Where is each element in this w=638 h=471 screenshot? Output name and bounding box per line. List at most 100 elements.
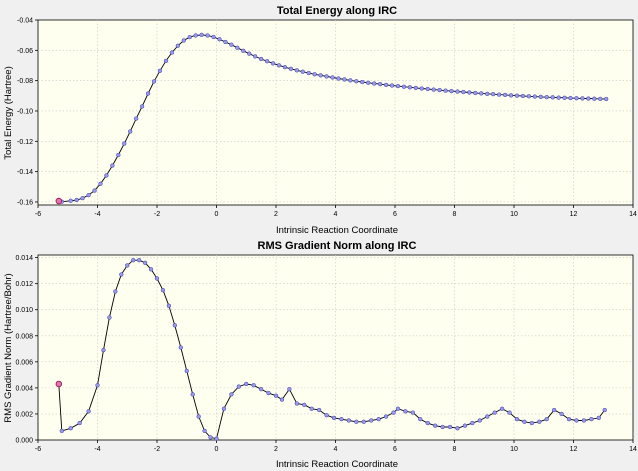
gradient-data-point (470, 420, 475, 426)
energy-data-point (550, 95, 555, 100)
energy-data-point (342, 77, 347, 82)
energy-x-tick-label: 10 (510, 211, 518, 218)
energy-y-tick-label: -0.10 (17, 108, 33, 115)
gradient-x-tick-label: 10 (510, 446, 518, 453)
gradient-data-point (166, 303, 172, 308)
gradient-data-point (418, 417, 423, 422)
gradient-y-tick-label: 0.000 (15, 438, 33, 445)
energy-x-axis-label: Intrinsic Reaction Coordinate (276, 225, 398, 236)
energy-data-point (98, 181, 103, 186)
gradient-data-point (95, 383, 100, 388)
gradient-data-point (160, 288, 166, 293)
energy-y-tick-label: -0.04 (17, 18, 33, 25)
energy-data-point (604, 96, 609, 102)
gradient-data-point (410, 410, 416, 415)
gradient-y-tick-label: 0.012 (15, 281, 33, 288)
energy-data-point (217, 37, 222, 42)
gradient-data-point (244, 381, 249, 387)
gradient-data-point (59, 428, 64, 434)
energy-data-point (467, 90, 472, 95)
energy-data-point (241, 48, 246, 53)
energy-data-point (199, 32, 204, 38)
energy-y-tick-label: -0.06 (17, 48, 33, 55)
energy-data-point (324, 74, 329, 79)
energy-data-point (193, 33, 198, 38)
gradient-data-point (596, 415, 601, 421)
gradient-data-point (258, 387, 264, 392)
energy-data-point (181, 38, 186, 43)
energy-y-tick-label: -0.08 (17, 78, 33, 85)
gradient-data-point (77, 420, 82, 426)
gradient-data-point (581, 418, 587, 423)
energy-data-point (425, 86, 430, 92)
energy-data-point (360, 79, 365, 85)
energy-y-axis-label: Total Energy (Hartree) (3, 66, 14, 159)
gradient-data-point (559, 411, 564, 417)
energy-data-point (253, 54, 258, 59)
energy-plot-panel: Total Energy along IRC -6 -4 -2 0 2 4 6 8 10 12 14… (3, 5, 637, 236)
gradient-data-point (101, 347, 106, 353)
gradient-x-tick-label: 14 (629, 446, 637, 453)
gradient-data-point (309, 406, 314, 411)
energy-data-point (264, 59, 270, 64)
gradient-data-point (316, 407, 322, 413)
gradient-data-point (602, 407, 607, 413)
energy-data-point (562, 95, 567, 100)
gradient-data-point (208, 435, 213, 440)
energy-x-tick-label: 6 (393, 211, 397, 218)
energy-data-point (407, 85, 413, 90)
gradient-data-point (447, 424, 453, 430)
energy-data-point (116, 152, 121, 158)
gradient-data-point (433, 423, 438, 428)
gradient-x-tick-label: 4 (334, 446, 338, 453)
energy-data-point (122, 141, 127, 146)
gradient-start-point[interactable] (55, 380, 63, 388)
gradient-y-tick-label: 0.014 (15, 255, 33, 262)
energy-data-point (473, 90, 478, 96)
gradient-x-axis-label: Intrinsic Reaction Coordinate (276, 459, 398, 470)
energy-x-tick-label: -2 (154, 211, 160, 218)
gradient-data-point (202, 428, 207, 434)
energy-y-tick-label: -0.14 (17, 169, 33, 176)
energy-x-tick-label: 4 (334, 211, 338, 218)
gradient-data-point (142, 260, 148, 265)
gradient-x-tick-label: -6 (35, 446, 41, 453)
gradient-data-point (522, 419, 527, 424)
energy-data-point (336, 76, 341, 81)
gradient-data-point (440, 424, 445, 430)
energy-data-point (437, 87, 442, 93)
energy-data-point (157, 68, 163, 73)
gradient-data-point (178, 345, 183, 350)
gradient-x-tick-label: 0 (215, 446, 219, 453)
gradient-data-point (137, 258, 142, 263)
gradient-data-point (403, 409, 408, 414)
energy-data-point (312, 72, 317, 77)
energy-data-point (80, 196, 85, 201)
energy-data-point (294, 68, 299, 73)
energy-x-tick-label: 14 (629, 211, 637, 218)
gradient-data-point (499, 406, 505, 411)
energy-start-point[interactable] (55, 197, 63, 205)
energy-data-point (479, 91, 484, 96)
gradient-data-point (287, 387, 292, 392)
energy-data-point (389, 83, 395, 88)
gradient-data-point (589, 417, 594, 422)
gradient-x-tick-label: 12 (570, 446, 578, 453)
energy-data-point (139, 104, 145, 109)
energy-data-point (282, 65, 288, 70)
energy-data-point (68, 198, 73, 203)
gradient-y-tick-label: 0.002 (15, 411, 33, 418)
gradient-data-point (544, 417, 549, 422)
gradient-data-point (376, 417, 381, 422)
energy-data-point (145, 91, 151, 96)
gradient-data-point (229, 392, 234, 397)
gradient-data-point (266, 390, 271, 396)
gradient-data-point (68, 426, 73, 431)
gradient-data-point (125, 263, 130, 268)
energy-data-point (491, 92, 496, 97)
energy-x-tick-label: -6 (35, 211, 41, 218)
gradient-x-tick-label: 6 (393, 446, 397, 453)
energy-data-point (276, 63, 282, 68)
energy-data-point (431, 87, 436, 92)
gradient-y-tick-label: 0.006 (15, 359, 33, 366)
